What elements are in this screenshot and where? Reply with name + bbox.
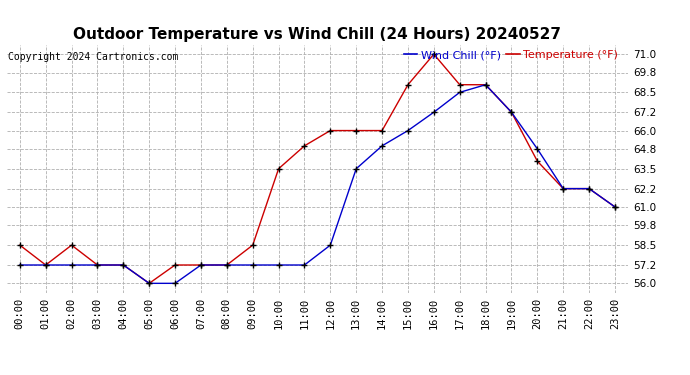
Title: Outdoor Temperature vs Wind Chill (24 Hours) 20240527: Outdoor Temperature vs Wind Chill (24 Ho… xyxy=(73,27,562,42)
Text: Copyright 2024 Cartronics.com: Copyright 2024 Cartronics.com xyxy=(8,53,178,62)
Legend: Wind Chill (°F), Temperature (°F): Wind Chill (°F), Temperature (°F) xyxy=(400,46,622,64)
